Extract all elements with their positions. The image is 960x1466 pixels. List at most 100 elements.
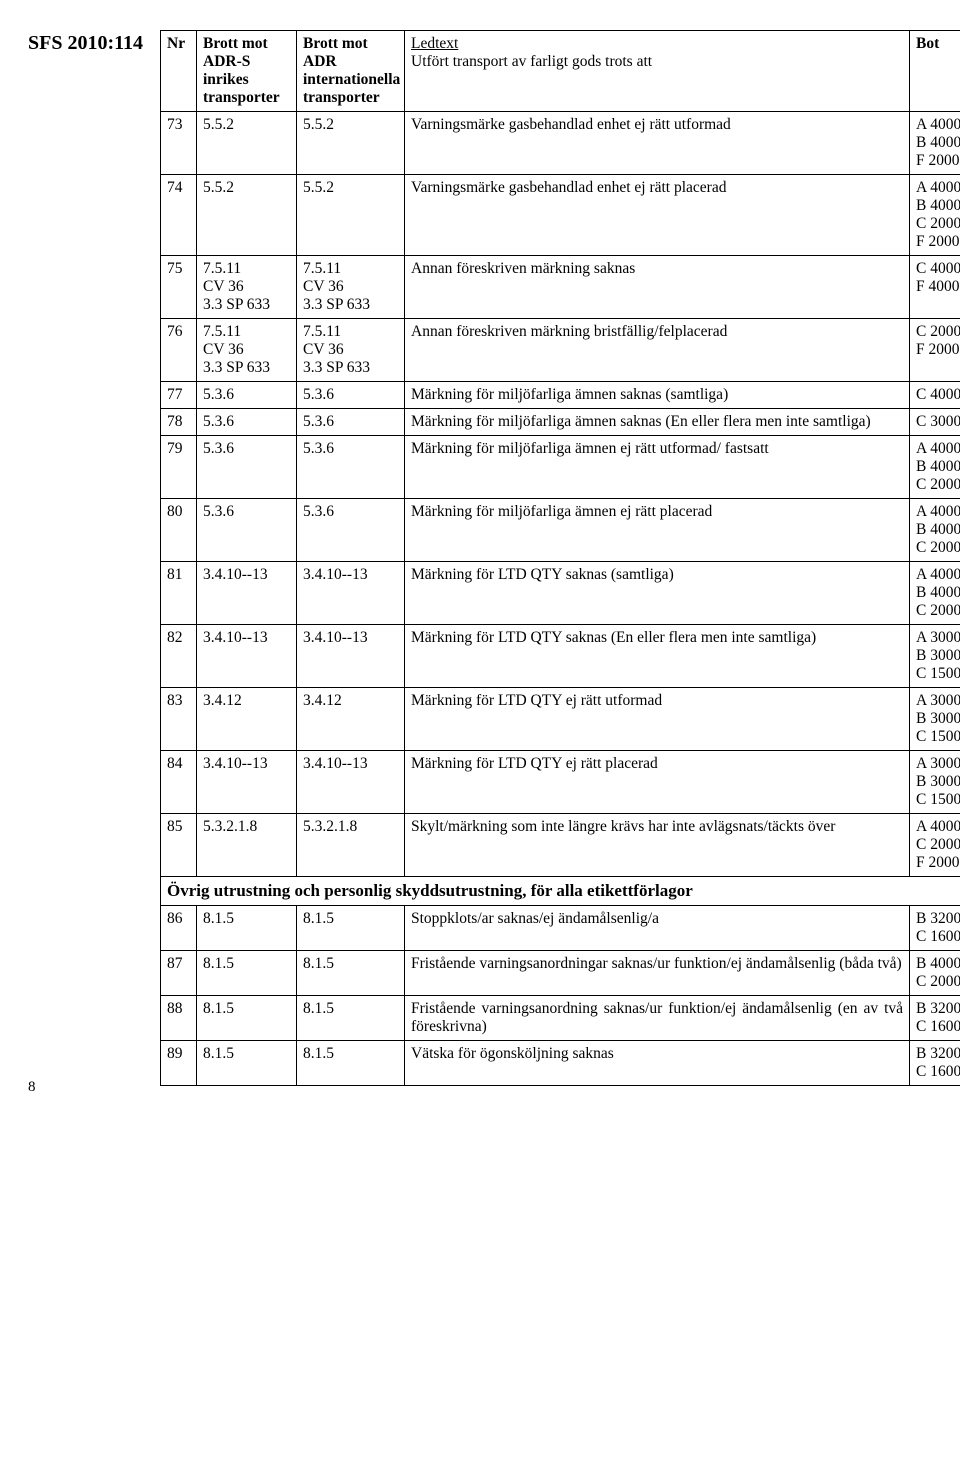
cell-adrs: 5.3.6 [197, 382, 297, 409]
cell-adr: 5.5.2 [297, 112, 405, 175]
col-nr: Nr [161, 31, 197, 112]
cell-bot: A 4000B 4000C 2000F 2000 [910, 175, 960, 256]
cell-adr: 7.5.11CV 363.3 SP 633 [297, 319, 405, 382]
cell-bot: A 4000B 4000C 2000 [910, 562, 960, 625]
table-row: 805.3.65.3.6Märkning för miljöfarliga äm… [161, 499, 960, 562]
cell-bot: A 3000B 3000C 1500 [910, 625, 960, 688]
cell-ledtext: Märkning för miljöfarliga ämnen ej rätt … [405, 436, 910, 499]
cell-nr: 83 [161, 688, 197, 751]
table-row: 843.4.10--133.4.10--13Märkning för LTD Q… [161, 751, 960, 814]
cell-adr: 3.4.12 [297, 688, 405, 751]
cell-nr: 74 [161, 175, 197, 256]
cell-adrs: 3.4.12 [197, 688, 297, 751]
cell-bot: C 3000 [910, 409, 960, 436]
cell-nr: 76 [161, 319, 197, 382]
cell-adrs: 5.5.2 [197, 175, 297, 256]
table-row: 745.5.25.5.2Varningsmärke gasbehandlad e… [161, 175, 960, 256]
cell-adr: 8.1.5 [297, 1041, 405, 1086]
cell-adrs: 3.4.10--13 [197, 562, 297, 625]
cell-adr: 5.3.6 [297, 409, 405, 436]
cell-ledtext: Fristående varningsanordning saknas/ur f… [405, 996, 910, 1041]
table-row: 878.1.58.1.5Fristående varningsanordning… [161, 951, 960, 996]
table-row: 855.3.2.1.85.3.2.1.8Skylt/märkning som i… [161, 814, 960, 877]
cell-bot: A 4000B 4000C 2000 [910, 499, 960, 562]
cell-bot: B 3200C 1600 [910, 1041, 960, 1086]
cell-adrs: 3.4.10--13 [197, 625, 297, 688]
cell-ledtext: Märkning för LTD QTY ej rätt placerad [405, 751, 910, 814]
section-header-row: Övrig utrustning och personlig skyddsutr… [161, 877, 960, 906]
cell-adrs: 5.3.6 [197, 409, 297, 436]
cell-ledtext: Märkning för LTD QTY saknas (samtliga) [405, 562, 910, 625]
cell-ledtext: Varningsmärke gasbehandlad enhet ej rätt… [405, 175, 910, 256]
table-row: 813.4.10--133.4.10--13Märkning för LTD Q… [161, 562, 960, 625]
table-row: 868.1.58.1.5Stoppklots/ar saknas/ej ända… [161, 906, 960, 951]
cell-nr: 84 [161, 751, 197, 814]
table-row: 795.3.65.3.6Märkning för miljöfarliga äm… [161, 436, 960, 499]
cell-adrs: 8.1.5 [197, 1041, 297, 1086]
cell-ledtext: Märkning för miljöfarliga ämnen saknas (… [405, 382, 910, 409]
cell-nr: 82 [161, 625, 197, 688]
cell-nr: 81 [161, 562, 197, 625]
cell-nr: 85 [161, 814, 197, 877]
cell-ledtext: Annan föreskriven märkning bristfällig/f… [405, 319, 910, 382]
col-adr: Brott mot ADR internationella transporte… [297, 31, 405, 112]
cell-adr: 5.3.2.1.8 [297, 814, 405, 877]
cell-nr: 79 [161, 436, 197, 499]
cell-bot: C 4000 [910, 382, 960, 409]
cell-nr: 73 [161, 112, 197, 175]
cell-adr: 8.1.5 [297, 906, 405, 951]
section-title: Övrig utrustning och personlig skyddsutr… [161, 877, 960, 906]
cell-adrs: 8.1.5 [197, 996, 297, 1041]
cell-adr: 3.4.10--13 [297, 562, 405, 625]
cell-adr: 5.3.6 [297, 436, 405, 499]
cell-adrs: 3.4.10--13 [197, 751, 297, 814]
cell-ledtext: Märkning för miljöfarliga ämnen saknas (… [405, 409, 910, 436]
cell-adr: 5.3.6 [297, 382, 405, 409]
cell-ledtext: Stoppklots/ar saknas/ej ändamålsenlig/a [405, 906, 910, 951]
cell-bot: C 4000F 4000 [910, 256, 960, 319]
cell-adr: 5.3.6 [297, 499, 405, 562]
cell-adrs: 8.1.5 [197, 951, 297, 996]
cell-ledtext: Vätska för ögonsköljning saknas [405, 1041, 910, 1086]
cell-bot: B 3200C 1600 [910, 906, 960, 951]
cell-bot: C 2000F 2000 [910, 319, 960, 382]
cell-nr: 87 [161, 951, 197, 996]
cell-adr: 7.5.11CV 363.3 SP 633 [297, 256, 405, 319]
cell-adrs: 7.5.11CV 363.3 SP 633 [197, 256, 297, 319]
cell-nr: 78 [161, 409, 197, 436]
cell-adr: 3.4.10--13 [297, 751, 405, 814]
cell-ledtext: Varningsmärke gasbehandlad enhet ej rätt… [405, 112, 910, 175]
cell-adrs: 8.1.5 [197, 906, 297, 951]
cell-ledtext: Märkning för miljöfarliga ämnen ej rätt … [405, 499, 910, 562]
cell-adr: 5.5.2 [297, 175, 405, 256]
cell-nr: 75 [161, 256, 197, 319]
cell-nr: 88 [161, 996, 197, 1041]
regulation-table: Nr Brott mot ADR-S inrikes transporter B… [160, 30, 960, 1086]
cell-bot: A 4000B 4000F 2000 [910, 112, 960, 175]
table-header-row: Nr Brott mot ADR-S inrikes transporter B… [161, 31, 960, 112]
cell-bot: A 4000B 4000C 2000 [910, 436, 960, 499]
cell-adrs: 5.3.6 [197, 499, 297, 562]
cell-ledtext: Fristående varningsanordningar saknas/ur… [405, 951, 910, 996]
cell-ledtext: Märkning för LTD QTY ej rätt utformad [405, 688, 910, 751]
col-adrs: Brott mot ADR-S inrikes transporter [197, 31, 297, 112]
cell-adrs: 5.3.2.1.8 [197, 814, 297, 877]
cell-adr: 8.1.5 [297, 951, 405, 996]
cell-bot: B 4000C 2000 [910, 951, 960, 996]
cell-bot: A 3000B 3000C 1500 [910, 751, 960, 814]
table-row: 898.1.58.1.5Vätska för ögonsköljning sak… [161, 1041, 960, 1086]
cell-adrs: 5.3.6 [197, 436, 297, 499]
cell-nr: 86 [161, 906, 197, 951]
table-row: 735.5.25.5.2Varningsmärke gasbehandlad e… [161, 112, 960, 175]
cell-adrs: 7.5.11CV 363.3 SP 633 [197, 319, 297, 382]
cell-ledtext: Märkning för LTD QTY saknas (En eller fl… [405, 625, 910, 688]
sfs-number: SFS 2010:114 [28, 32, 143, 55]
cell-nr: 89 [161, 1041, 197, 1086]
cell-nr: 80 [161, 499, 197, 562]
cell-ledtext: Annan föreskriven märkning saknas [405, 256, 910, 319]
cell-bot: B 3200C 1600 [910, 996, 960, 1041]
cell-bot: A 4000C 2000F 2000 [910, 814, 960, 877]
page-number: 8 [28, 1079, 36, 1096]
table-row: 767.5.11CV 363.3 SP 6337.5.11CV 363.3 SP… [161, 319, 960, 382]
cell-ledtext: Skylt/märkning som inte längre krävs har… [405, 814, 910, 877]
